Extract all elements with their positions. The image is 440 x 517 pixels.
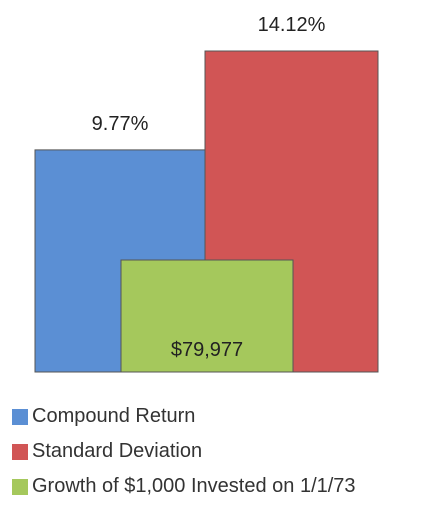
legend-label-growth-of-1000: Growth of $1,000 Invested on 1/1/73	[32, 475, 356, 497]
legend-item-standard-deviation: Standard Deviation	[12, 440, 356, 463]
legend-label-standard-deviation: Standard Deviation	[32, 440, 203, 462]
legend-swatch-growth-of-1000	[12, 478, 28, 495]
data-label-compound-return: 9.77%	[92, 113, 149, 135]
legend-swatch-compound-return	[12, 408, 28, 425]
data-label-standard-deviation: 14.12%	[258, 14, 326, 36]
chart-legend: Compound Return Standard Deviation Growt…	[12, 405, 356, 510]
data-label-growth-of-1000: $79,977	[171, 339, 243, 361]
legend-swatch-standard-deviation	[12, 443, 28, 460]
legend-label-compound-return: Compound Return	[32, 405, 196, 427]
bar-growth-of-1000	[120, 259, 294, 373]
bar-chart: 9.77% 14.12% $79,977	[34, 14, 379, 373]
legend-item-compound-return: Compound Return	[12, 405, 356, 428]
legend-item-growth-of-1000: Growth of $1,000 Invested on 1/1/73	[12, 475, 356, 498]
